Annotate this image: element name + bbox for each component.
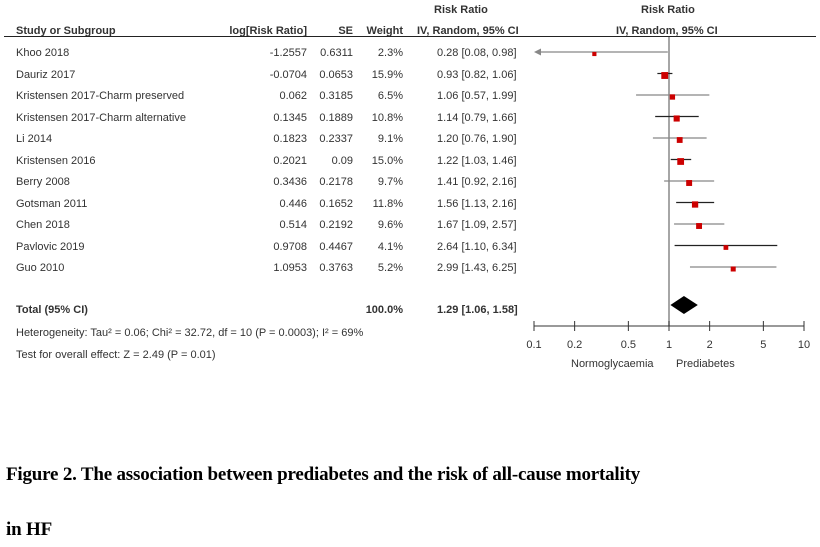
study-ci-text: 0.93 [0.82, 1.06] (437, 68, 517, 81)
study-name: Kristensen 2017-Charm preserved (16, 90, 185, 102)
study-se: 0.3763 (319, 262, 353, 274)
study-marker (696, 223, 703, 229)
x-tick-label: 0.5 (621, 339, 636, 351)
study-logrr: 0.3436 (273, 176, 307, 188)
header-risk-ratio-left: Risk Ratio (434, 4, 488, 16)
study-weight: 9.6% (377, 219, 403, 231)
study-se: 0.3185 (319, 90, 353, 102)
study-se: 0.0653 (319, 68, 353, 81)
col-header-ci: IV, Random, 95% CI (417, 25, 519, 37)
study-name: Berry 2008 (16, 176, 70, 188)
favours-right-label: Prediabetes (676, 358, 735, 370)
study-marker (673, 115, 680, 122)
study-weight: 9.7% (377, 176, 403, 188)
study-weight: 6.5% (377, 90, 403, 102)
study-name: Kristensen 2016 (16, 154, 96, 167)
study-marker (669, 94, 676, 100)
study-logrr: 0.446 (279, 197, 307, 210)
study-ci-text: 1.56 [1.13, 2.16] (437, 197, 517, 210)
study-name: Khoo 2018 (16, 47, 70, 59)
ci-arrow-left (534, 48, 541, 56)
study-marker (730, 266, 736, 272)
col-header-study: Study or Subgroup (16, 25, 116, 37)
study-logrr: 0.9708 (273, 240, 307, 253)
total-label: Total (95% CI) (16, 304, 88, 316)
study-logrr: -0.0704 (269, 68, 307, 81)
study-ci-text: 1.22 [1.03, 1.46] (437, 154, 517, 167)
x-tick-label: 2 (707, 339, 713, 351)
figure-caption-line2: in HF (6, 519, 52, 540)
header-rule (4, 36, 816, 37)
study-se: 0.2337 (319, 133, 353, 145)
header-risk-ratio-right: Risk Ratio (641, 4, 695, 16)
study-name: Guo 2010 (16, 262, 65, 274)
heterogeneity-text: Heterogeneity: Tau² = 0.06; Chi² = 32.72… (16, 327, 364, 339)
study-name: Kristensen 2017-Charm alternative (16, 111, 186, 124)
study-name: Pavlovic 2019 (16, 240, 85, 253)
study-weight: 5.2% (377, 262, 403, 274)
col-header-plot: IV, Random, 95% CI (616, 25, 718, 37)
study-marker (723, 245, 729, 250)
study-se: 0.1889 (319, 111, 353, 124)
study-se: 0.1652 (319, 197, 353, 210)
study-weight: 4.1% (377, 240, 403, 253)
study-weight: 10.8% (371, 111, 403, 124)
study-name: Gotsman 2011 (16, 197, 88, 210)
study-name: Li 2014 (16, 133, 53, 145)
study-logrr: 0.2021 (273, 154, 307, 167)
study-name: Dauriz 2017 (16, 68, 76, 81)
study-se: 0.2192 (319, 219, 353, 231)
study-ci-text: 1.14 [0.79, 1.66] (437, 111, 517, 124)
study-se: 0.4467 (319, 240, 353, 253)
overall-effect-text: Test for overall effect: Z = 2.49 (P = 0… (16, 349, 216, 361)
total-ci: 1.29 [1.06, 1.58] (437, 304, 518, 316)
study-weight: 15.9% (371, 68, 403, 81)
study-se: 0.2178 (319, 176, 353, 188)
study-ci-text: 1.67 [1.09, 2.57] (437, 219, 517, 231)
study-marker (677, 158, 685, 165)
study-ci-text: 1.41 [0.92, 2.16] (437, 176, 517, 188)
x-tick-label: 0.1 (526, 339, 541, 351)
col-header-logrr: log[Risk Ratio] (229, 25, 307, 37)
study-weight: 11.8% (372, 197, 403, 210)
study-name: Chen 2018 (16, 219, 70, 231)
study-se: 0.09 (331, 154, 353, 167)
study-marker (661, 72, 669, 79)
favours-left-label: Normoglycaemia (571, 358, 654, 370)
study-logrr: 1.0953 (273, 262, 307, 274)
study-weight: 2.3% (377, 47, 403, 59)
col-header-se: SE (338, 25, 353, 37)
study-marker (676, 137, 683, 143)
study-ci-text: 0.28 [0.08, 0.98] (437, 47, 517, 59)
x-tick-label: 10 (798, 339, 810, 351)
x-tick-label: 5 (760, 339, 766, 351)
study-marker (592, 51, 597, 57)
x-tick-label: 0.2 (567, 339, 582, 351)
study-ci-text: 2.64 [1.10, 6.34] (437, 240, 517, 253)
study-logrr: -1.2557 (269, 47, 307, 59)
pooled-diamond (670, 296, 698, 314)
study-weight: 9.1% (377, 133, 403, 145)
figure-caption-line1: Figure 2. The association between predia… (6, 464, 640, 485)
study-ci-text: 2.99 [1.43, 6.25] (437, 262, 517, 274)
total-weight: 100.0% (365, 304, 403, 316)
study-logrr: 0.514 (279, 219, 307, 231)
col-header-weight: Weight (366, 25, 403, 37)
study-marker (691, 201, 699, 208)
study-ci-text: 1.06 [0.57, 1.99] (437, 90, 517, 102)
study-ci-text: 1.20 [0.76, 1.90] (437, 133, 517, 145)
study-logrr: 0.1345 (273, 111, 307, 124)
study-logrr: 0.1823 (273, 133, 307, 145)
study-marker (686, 180, 693, 186)
forest-plot: 0.1 0.2 0.5 1 2 5 10 (526, 37, 810, 351)
study-se: 0.6311 (320, 47, 353, 59)
study-logrr: 0.062 (279, 90, 307, 102)
study-weight: 15.0% (371, 154, 403, 167)
x-tick-label: 1 (666, 339, 672, 351)
